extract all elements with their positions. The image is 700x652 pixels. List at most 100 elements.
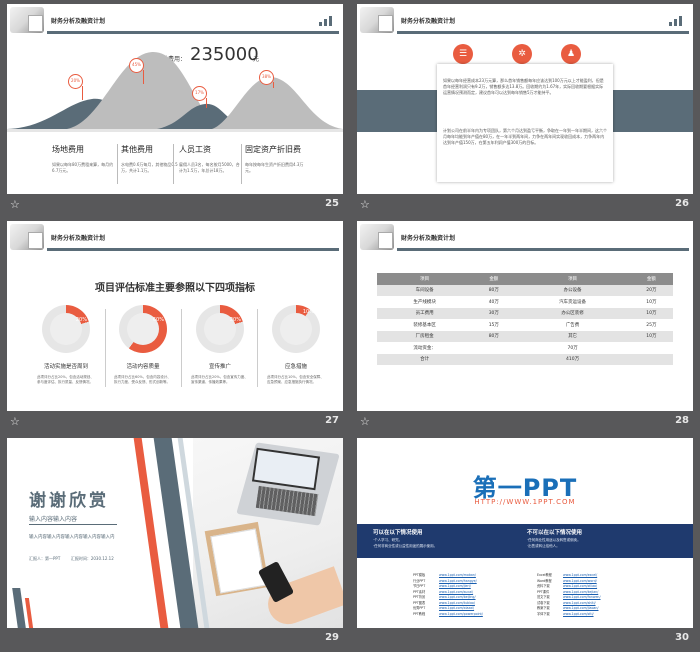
brand-url: HTTP://WWW.1PPT.COM [474,498,576,506]
thumbnail-footer: ☆ 27 [7,411,343,433]
link-label: Word教程 [537,578,552,583]
transition-star-icon[interactable]: ☆ [10,415,20,428]
table-cell: 其它 [515,330,630,342]
table-cell: 员工费用 [377,307,473,319]
presenter: 汇报人：第一PPT [29,556,61,561]
slide-canvas: 谢谢欣赏 输入内容输入内容 输入内容输入内容输入内容输入内容输入内 汇报人：第一… [7,438,343,628]
stack-icon: ☰ [453,44,473,64]
resource-link[interactable]: www.1ppt.com/shiti/ [563,600,596,605]
cost-desc: 水电费0.6万每月，其他物品0.5万，共计1.1万。 [121,162,178,173]
link-row: PPT素材 www.1ppt.com/sucai/ [413,589,473,594]
resource-link[interactable]: www.1ppt.com/sucai/ [439,589,474,594]
link-row: PPT课件 www.1ppt.com/kejian/ [537,589,598,594]
resource-link[interactable]: www.1ppt.com/hangye/ [439,578,477,583]
header-photo [360,224,394,250]
resource-link[interactable]: www.1ppt.com/beijing/ [439,595,476,599]
resource-link[interactable]: www.1ppt.com/ziti/ [563,611,594,616]
slide-thumbnail-28[interactable]: 财务分析及融资计划 项目 金额 项目 金额 车间设备 80万 办公设备 20万 … [357,221,693,433]
transition-star-icon[interactable]: ☆ [360,415,370,428]
decor-stripe [12,588,26,628]
table-cell: 10万 [629,307,673,319]
slide-thumbnail-25[interactable]: 财务分析及融资计划 总费用： 235000 元 20% 45% 17% 38% … [7,4,343,216]
link-row: 范文下载 www.1ppt.com/fanwen/ [537,594,601,599]
resource-link[interactable]: www.1ppt.com/xiazai/ [439,606,475,610]
mountain-shape [212,76,343,129]
table-cell: 装修基本区 [377,319,473,331]
cost-desc: 如果以每年80万费租来算，每月约6.7万元。 [52,162,114,173]
slide-thumbnail-29[interactable]: 谢谢欣赏 输入内容输入内容 输入内容输入内容输入内容输入内容输入内 汇报人：第一… [7,438,343,650]
pin-stem [82,86,83,100]
table-cell: 15万 [472,319,516,331]
resource-link[interactable]: www.1ppt.com/kejian/ [563,589,599,594]
ring-photo [204,313,236,345]
ring-photo [280,313,312,345]
metric-label: 活动内容质量 [126,364,160,370]
report-time: 汇报时间：2030.12.12 [70,556,114,561]
link-row: 资料下载 www.1ppt.com/ziliao/ [537,583,597,588]
cost-title: 场地费用 [52,145,84,154]
resource-link[interactable]: www.1ppt.com/excel/ [563,573,598,577]
link-label: Excel教程 [537,573,552,577]
cost-desc: 每年按每年生资产折旧费用4.3万元。 [245,162,304,173]
link-row: Excel教程 www.1ppt.com/excel/ [537,572,597,577]
header-rule [397,248,689,251]
paragraph: 如果以每年经营成本23万元算，那么首年销售额每年应该达到100万元以上才能盈利，… [443,78,604,95]
usage-line: ·任何商业性用途以及转售或倒卖。 [527,538,581,542]
link-label: 字体下载 [537,611,550,616]
metric-label: 活动实施是否周到 [43,364,88,370]
link-label: 试卷下载 [537,600,550,605]
percent-pin: 38% [259,70,274,85]
usage-denied-heading: 不可以在以下情况使用 [527,530,583,536]
slide-number: 29 [325,632,339,643]
thumbnail-footer: 29 [7,628,343,650]
percent-pin: 45% [129,58,144,73]
pin-stem [273,82,274,88]
slide-title: 项目评估标准主要参照以下四项指标 [95,283,255,294]
resource-link[interactable]: www.1ppt.com/ziliao/ [563,584,598,588]
resource-link[interactable]: www.1ppt.com/fanwen/ [563,595,601,599]
header-photo [10,224,44,250]
link-label: 教案下载 [537,606,550,610]
link-label: 行业PPT [413,578,426,583]
column-divider [173,144,174,184]
usage-line: ·任何非商业性或公益性用途的展示使用。 [373,544,438,548]
table-row: 流动资金： 70万 [377,342,673,354]
column-divider [105,309,106,387]
resource-link[interactable]: www.1ppt.com/jiaoan/ [563,606,599,610]
resource-link[interactable]: www.1ppt.com/moban/ [439,573,476,577]
resource-link[interactable]: www.1ppt.com/tubiao/ [439,600,475,605]
table-cell: 80万 [472,284,516,296]
slide-thumbnail-26[interactable]: 财务分析及融资计划 ☰ ✲ ♟ 如果以每年经营成本23万元算，那么首年销售额每年… [357,4,693,216]
metric-desc: 此项评分占比20%，包含活动规划、参与度评估、执行质量、反馈情况。 [37,375,94,384]
slide-canvas: 财务分析及融资计划 总费用： 235000 元 20% 45% 17% 38% … [7,4,343,194]
link-label: PPT模板 [413,573,426,577]
column-divider [257,309,258,387]
slide-thumbnail-30[interactable]: 第一PPT HTTP://WWW.1PPT.COM 可以在以下情况使用 ·个人学… [357,438,693,650]
header-title: 财务分析及融资计划 [51,235,106,242]
slide-canvas: 财务分析及融资计划 项目评估标准主要参照以下四项指标 20% 活动实施是否周到 … [7,221,343,411]
mountain-shape [67,51,227,130]
resource-link[interactable]: www.1ppt.com/word/ [563,578,597,583]
resource-link[interactable]: www.1ppt.com/jieri/ [439,584,471,588]
slide-thumbnail-27[interactable]: 财务分析及融资计划 项目评估标准主要参照以下四项指标 20% 活动实施是否周到 … [7,221,343,433]
budget-table: 项目 金额 项目 金额 车间设备 80万 办公设备 20万 生产线模块 40万 … [377,273,673,365]
transition-star-icon[interactable]: ☆ [10,198,20,211]
table-cell: 广告费 [515,319,630,331]
cost-column: 人员工资 雇佣人员3名，每名按月5000，合计为1.5万，年总计18万。 [179,144,243,174]
link-row: 教案下载 www.1ppt.com/jiaoan/ [537,605,598,610]
table-row: 车间设备 80万 办公设备 20万 [377,284,673,296]
transition-star-icon[interactable]: ☆ [360,198,370,211]
ring-percent: 20% [229,317,241,323]
gear-icon: ✲ [512,44,532,64]
ring-percent: 60% [152,317,164,323]
column-header: 项目 [515,273,630,285]
slide-number: 26 [675,198,689,209]
link-label: PPT教程 [413,611,426,616]
resource-link[interactable]: www.1ppt.com/powerpoint/ [439,611,483,616]
person-icon: ♟ [561,44,581,64]
link-row: PPT图表 www.1ppt.com/tubiao/ [413,600,475,605]
metric-desc: 此项评分占比60%，包含内容设计、执行力度、受众反馈、形式创新等。 [114,375,171,384]
slide-canvas: 第一PPT HTTP://WWW.1PPT.COM 可以在以下情况使用 ·个人学… [357,438,693,628]
table-row: 合计 410万 [377,353,673,365]
total-value: 235000 [190,44,259,65]
